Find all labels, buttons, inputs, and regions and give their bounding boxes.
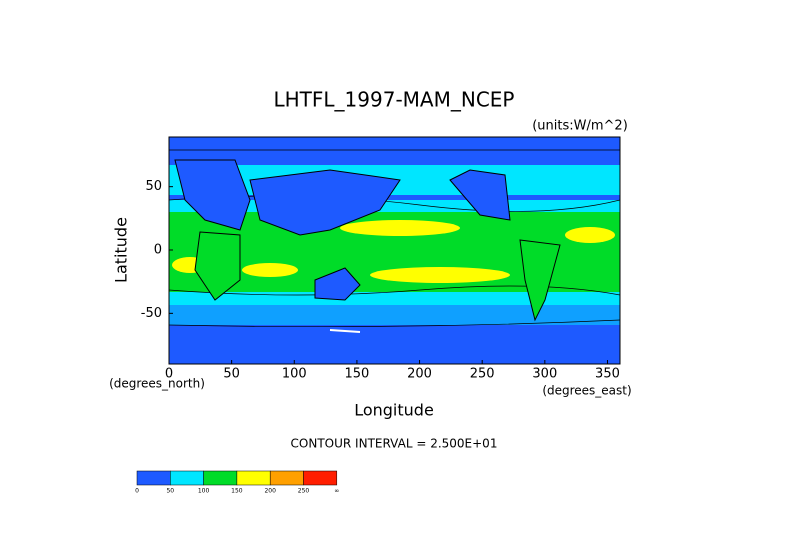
x-tick-label: 100 <box>282 367 307 382</box>
contour-note: CONTOUR INTERVAL = 2.500E+01 <box>291 437 498 451</box>
x-tick-label: 50 <box>223 367 240 382</box>
x-axis-title: Longitude <box>354 401 434 420</box>
y-tick-label: 50 <box>145 179 162 194</box>
units-label: (units:W/m^2) <box>532 119 628 134</box>
x-tick-label: 300 <box>532 367 557 382</box>
map-field <box>168 136 621 365</box>
x-tick-label: 250 <box>470 367 495 382</box>
x-unit: (degrees_east) <box>542 384 631 398</box>
colorbar-box <box>303 470 338 486</box>
colorbar-label: 50 <box>166 488 174 495</box>
colorbar-label: ∞ <box>334 488 339 495</box>
colorbar-label: 250 <box>298 488 310 495</box>
x-tick-label: 150 <box>345 367 370 382</box>
y-tick-label: 0 <box>154 243 162 258</box>
colorbar-label: 150 <box>231 488 243 495</box>
colorbar-box <box>203 470 238 486</box>
y-tick-label: -50 <box>141 306 162 321</box>
chart-title: LHTFL_1997-MAM_NCEP <box>274 88 515 112</box>
colorbar-label: 0 <box>135 488 139 495</box>
x-tick-label: 0 <box>165 367 173 382</box>
colorbar-box <box>136 470 171 486</box>
colorbar-box <box>170 470 204 486</box>
y-axis-title: Latitude <box>112 217 131 283</box>
x-tick-label: 350 <box>595 367 620 382</box>
colorbar-label: 100 <box>198 488 210 495</box>
colorbar-label: 200 <box>264 488 276 495</box>
x-tick-label: 200 <box>407 367 432 382</box>
colorbar-box <box>269 470 304 486</box>
y-unit: (degrees_north) <box>109 377 205 391</box>
colorbar-box <box>236 470 271 486</box>
